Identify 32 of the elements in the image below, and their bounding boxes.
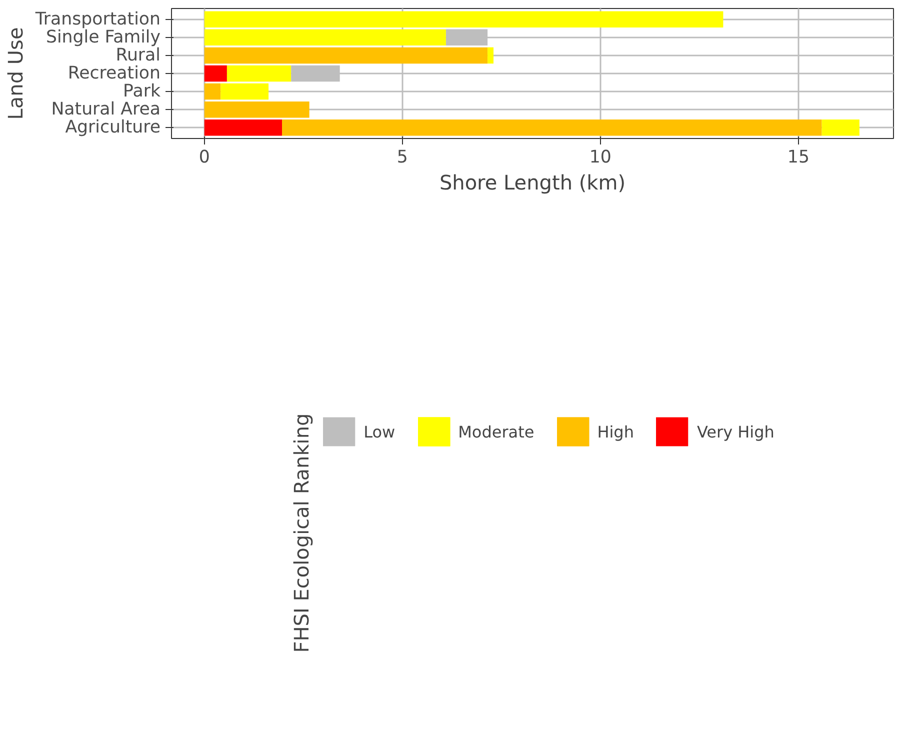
bar <box>204 101 310 118</box>
bar <box>226 65 292 82</box>
legend-label: Very High <box>696 422 774 441</box>
bar <box>488 47 494 64</box>
y-tick-label: Recreation <box>68 64 161 84</box>
x-tick-label: 5 <box>396 148 408 168</box>
legend-label: Moderate <box>458 422 534 441</box>
x-axis-title: Shore Length (km) <box>439 170 626 194</box>
bar <box>220 83 269 100</box>
legend-label: High <box>597 422 634 441</box>
bar <box>204 65 227 82</box>
legend-title: FHSI Ecological Ranking <box>290 413 314 653</box>
y-tick-label: Transportation <box>34 9 161 30</box>
y-axis-title: Land Use <box>3 27 28 120</box>
x-tick-label: 15 <box>787 148 810 168</box>
bar <box>822 120 860 136</box>
bar <box>282 120 822 136</box>
y-tick-label: Single Family <box>46 27 161 48</box>
bar <box>204 29 446 46</box>
y-tick-label: Park <box>123 82 161 102</box>
bar <box>291 65 340 82</box>
bar <box>446 29 488 46</box>
bar <box>204 11 724 28</box>
y-tick-label: Agriculture <box>65 118 160 138</box>
y-tick-label: Natural Area <box>51 100 161 120</box>
x-tick-label: 0 <box>198 148 210 168</box>
x-tick-label: 10 <box>589 148 612 168</box>
y-tick-label: Rural <box>116 45 161 66</box>
bar <box>204 47 488 64</box>
bar <box>204 120 282 136</box>
bar <box>204 83 221 100</box>
legend-label: Low <box>364 422 396 441</box>
